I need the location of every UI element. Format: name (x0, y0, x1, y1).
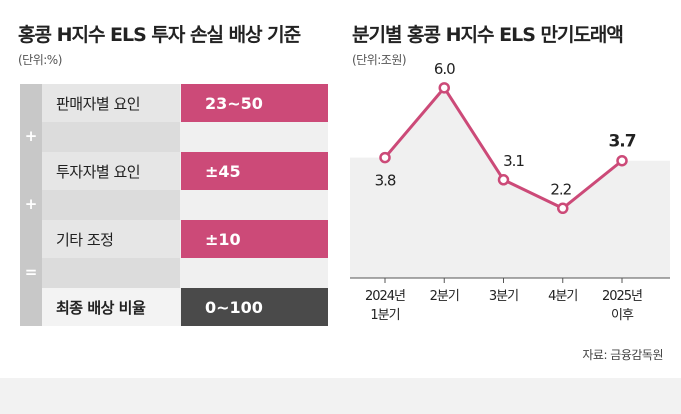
row-value-investor: ±45 (181, 152, 328, 190)
plus-operator: + (24, 127, 38, 145)
equals-operator: = (24, 263, 38, 281)
data-point (557, 202, 569, 215)
x-tick-label: 2분기 (430, 289, 459, 304)
plus-operator: + (24, 195, 38, 213)
data-label: 6.0 (434, 60, 455, 78)
row-value-final: 0~100 (181, 288, 328, 326)
x-tick-label: 3분기 (489, 289, 518, 304)
row-label-investor: 투자자별 요인 (42, 152, 180, 190)
chart-unit: (단위:조원) (352, 53, 407, 67)
row-label-seller: 판매자별 요인 (42, 84, 180, 122)
left-unit: (단위:%) (18, 53, 62, 67)
data-point (379, 151, 391, 164)
source-note: 자료: 금융감독원 (582, 348, 663, 362)
left-title: 홍콩 H지수 ELS 투자 손실 배상 기준 (18, 24, 301, 46)
row-label-other: 기타 조정 (42, 220, 180, 258)
data-label: 3.8 (375, 172, 396, 190)
bottom-band (0, 378, 681, 414)
label-column (20, 84, 180, 326)
x-tick-label: 2025년 (602, 289, 642, 304)
data-point (497, 174, 510, 186)
data-point (616, 154, 628, 167)
infographic: 홍콩 H지수 ELS 투자 손실 배상 기준 (단위:%) 판매자별 요인 23… (18, 24, 670, 362)
chart-title: 분기별 홍콩 H지수 ELS 만기도래액 (352, 24, 624, 46)
x-tick-label: 4분기 (548, 289, 577, 304)
x-tick-label: 1분기 (370, 308, 399, 323)
data-label: 3.1 (503, 152, 524, 170)
row-value-seller: 23~50 (181, 84, 328, 122)
data-point (438, 82, 450, 94)
x-tick-label: 2024년 (365, 289, 405, 304)
data-label: 2.2 (550, 180, 571, 198)
row-label-final: 최종 배상 비율 (42, 288, 180, 326)
row-value-other: ±10 (181, 220, 328, 258)
data-label: 3.7 (608, 132, 635, 152)
operator-strip (20, 84, 42, 326)
x-tick-label: 이후 (611, 308, 634, 323)
